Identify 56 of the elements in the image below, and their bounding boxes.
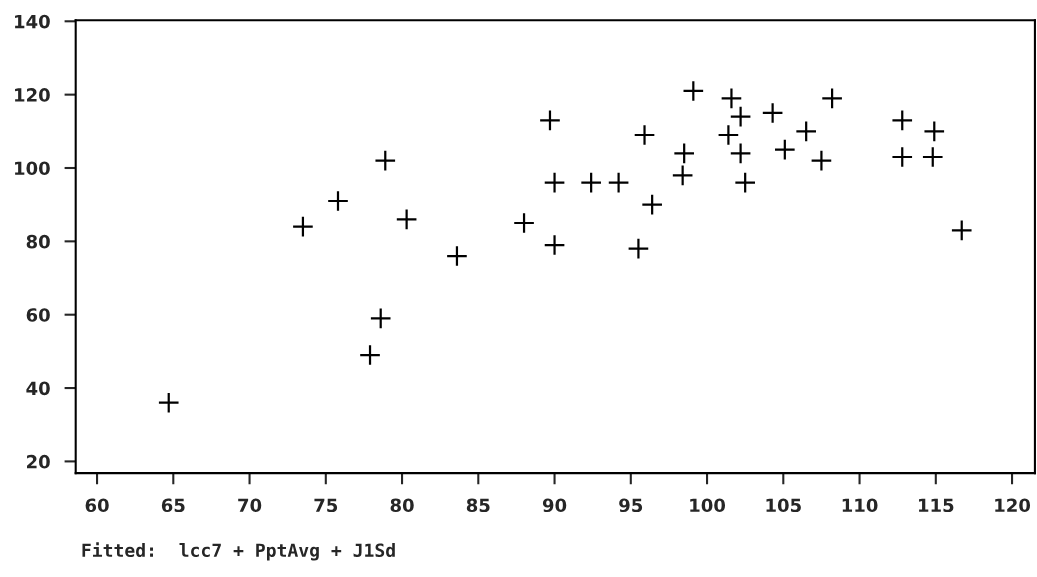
point — [633, 124, 656, 146]
x-tick-label: 95 — [619, 498, 643, 513]
x-tick-label: 115 — [918, 498, 954, 513]
y-tick-label: 40 — [26, 381, 50, 396]
y-tick-label: 20 — [27, 454, 50, 469]
point — [327, 190, 349, 212]
x-tick-label: 105 — [766, 498, 801, 513]
point — [761, 102, 784, 124]
point — [717, 124, 740, 146]
point — [682, 80, 705, 102]
point — [671, 164, 694, 187]
point — [580, 171, 603, 194]
point — [729, 142, 752, 165]
y-tick-label: 80 — [26, 234, 50, 249]
text: Fitted: lcc7 + PptAvg + J1Sd — [82, 542, 395, 561]
x-tick-label: 80 — [390, 498, 414, 513]
point — [446, 245, 468, 267]
x-tick-label: 65 — [161, 498, 185, 513]
point — [395, 208, 418, 231]
point — [359, 344, 381, 366]
point — [369, 307, 392, 330]
point — [734, 171, 757, 194]
x-tick-label: 120 — [995, 498, 1031, 513]
point — [627, 237, 650, 260]
point — [795, 120, 818, 143]
x-tick-label: 85 — [466, 498, 490, 513]
x-tick-label: 75 — [314, 498, 338, 513]
point — [891, 146, 914, 168]
point — [891, 109, 914, 132]
x-tick-label: 100 — [690, 498, 726, 513]
point — [543, 171, 566, 194]
x-tick-label: 90 — [542, 498, 567, 513]
point — [157, 391, 180, 414]
x-tick-label: 60 — [85, 498, 109, 513]
point — [729, 105, 752, 128]
y-tick-label: 120 — [15, 88, 50, 102]
point — [773, 138, 796, 161]
point — [539, 109, 561, 132]
point — [923, 120, 946, 143]
point — [720, 87, 743, 110]
point — [543, 234, 566, 256]
point — [641, 193, 664, 216]
point — [810, 149, 833, 172]
point — [921, 146, 944, 168]
x-tick-label: 70 — [238, 498, 262, 513]
point — [513, 212, 535, 234]
point — [292, 215, 314, 238]
y-tick-label: 60 — [26, 308, 50, 322]
point — [374, 149, 397, 172]
point — [950, 219, 973, 242]
y-tick-label: 100 — [15, 161, 50, 176]
point — [607, 171, 630, 194]
y-tick-label: 140 — [15, 14, 50, 29]
x-tick-label: 110 — [842, 498, 878, 513]
point — [821, 87, 844, 110]
point — [673, 142, 696, 165]
